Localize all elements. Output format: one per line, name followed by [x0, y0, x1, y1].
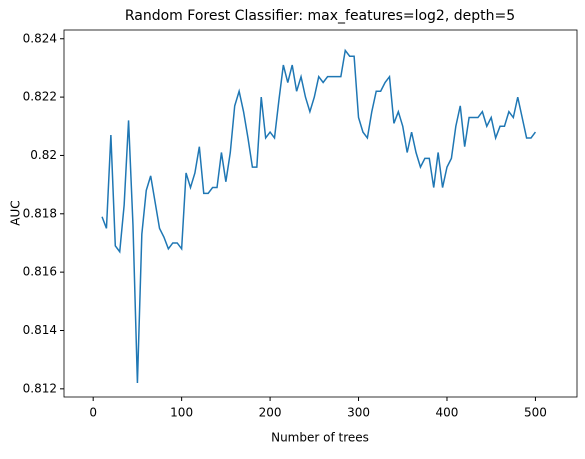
y-axis-label: AUC	[9, 200, 23, 225]
y-tick-label: 0.824	[23, 31, 57, 45]
x-tick-label: 400	[436, 406, 459, 420]
y-tick-label: 0.82	[30, 148, 57, 162]
x-tick-label: 100	[170, 406, 193, 420]
x-tick-label: 200	[259, 406, 282, 420]
y-tick-label: 0.816	[23, 265, 57, 279]
x-tick-label: 500	[524, 406, 547, 420]
chart-title: Random Forest Classifier: max_features=l…	[125, 8, 515, 24]
plot-frame	[63, 29, 578, 398]
x-axis-label: Number of trees	[271, 431, 369, 445]
x-tick-label: 0	[89, 406, 97, 420]
y-tick-label: 0.812	[23, 381, 57, 395]
x-tick-label: 300	[347, 406, 370, 420]
y-tick-label: 0.814	[23, 323, 57, 337]
y-tick-label: 0.822	[23, 90, 57, 104]
line-series	[101, 48, 537, 384]
y-tick-label: 0.818	[23, 206, 57, 220]
